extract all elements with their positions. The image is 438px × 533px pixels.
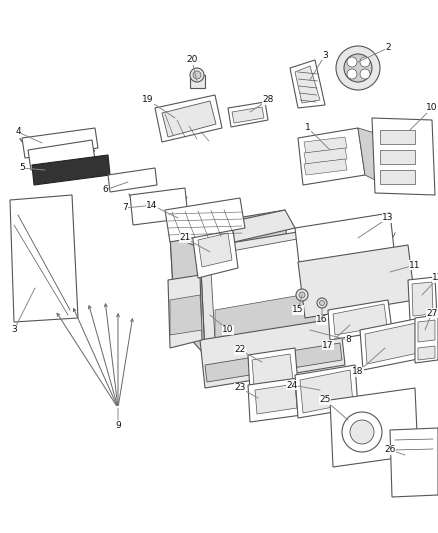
Circle shape	[344, 54, 372, 82]
Polygon shape	[333, 304, 387, 335]
Polygon shape	[190, 75, 205, 88]
Polygon shape	[304, 159, 347, 175]
Text: 28: 28	[250, 95, 274, 112]
Text: 16: 16	[316, 308, 328, 325]
Circle shape	[342, 412, 382, 452]
Circle shape	[319, 301, 325, 305]
Text: 1: 1	[305, 124, 330, 150]
Polygon shape	[360, 318, 423, 370]
Polygon shape	[32, 155, 110, 185]
Polygon shape	[412, 282, 433, 316]
Polygon shape	[372, 118, 435, 195]
Polygon shape	[365, 323, 418, 364]
Polygon shape	[418, 346, 435, 360]
Text: 9: 9	[115, 408, 121, 430]
Polygon shape	[225, 210, 290, 308]
Text: 4: 4	[15, 127, 42, 143]
Text: 3: 3	[11, 288, 35, 335]
Polygon shape	[328, 300, 392, 340]
Text: 23: 23	[234, 384, 258, 398]
Circle shape	[350, 420, 374, 444]
Circle shape	[360, 57, 370, 67]
Text: 17: 17	[322, 325, 350, 350]
Text: 10: 10	[210, 315, 234, 335]
Text: 26: 26	[384, 446, 405, 455]
Polygon shape	[380, 150, 415, 164]
Text: 14: 14	[146, 200, 178, 218]
Polygon shape	[248, 348, 298, 392]
Polygon shape	[162, 101, 216, 137]
Polygon shape	[170, 210, 295, 255]
Polygon shape	[108, 168, 157, 192]
Text: 11: 11	[390, 261, 421, 272]
Polygon shape	[170, 220, 232, 322]
Polygon shape	[155, 95, 222, 142]
Text: 6: 6	[102, 182, 128, 195]
Polygon shape	[200, 225, 348, 355]
Polygon shape	[408, 277, 437, 320]
Circle shape	[296, 289, 308, 301]
Text: 27: 27	[425, 309, 438, 330]
Circle shape	[317, 298, 327, 308]
Polygon shape	[290, 60, 325, 108]
Polygon shape	[198, 233, 232, 267]
Circle shape	[193, 71, 201, 79]
Polygon shape	[248, 378, 302, 422]
Text: 7: 7	[122, 204, 155, 213]
Polygon shape	[390, 428, 438, 497]
Polygon shape	[330, 388, 418, 467]
Polygon shape	[168, 275, 202, 348]
Polygon shape	[358, 128, 375, 180]
Polygon shape	[255, 384, 297, 414]
Polygon shape	[170, 295, 202, 335]
Polygon shape	[215, 290, 337, 340]
Polygon shape	[295, 365, 358, 418]
Polygon shape	[415, 315, 438, 363]
Polygon shape	[252, 354, 293, 386]
Polygon shape	[304, 137, 347, 153]
Circle shape	[360, 69, 370, 79]
Text: 2: 2	[358, 44, 391, 62]
Polygon shape	[165, 198, 245, 242]
Polygon shape	[380, 130, 415, 144]
Polygon shape	[304, 148, 347, 164]
Polygon shape	[28, 140, 95, 170]
Polygon shape	[295, 66, 320, 103]
Polygon shape	[10, 195, 78, 322]
Polygon shape	[130, 188, 188, 225]
Text: 19: 19	[142, 95, 175, 118]
Polygon shape	[200, 318, 345, 388]
Text: 10: 10	[410, 103, 438, 130]
Text: 15: 15	[292, 295, 304, 314]
Polygon shape	[22, 128, 98, 158]
Polygon shape	[418, 320, 435, 342]
Circle shape	[336, 46, 380, 90]
Text: 5: 5	[19, 164, 45, 173]
Polygon shape	[192, 222, 238, 278]
Text: 25: 25	[319, 395, 348, 420]
Text: 12: 12	[422, 273, 438, 295]
Polygon shape	[210, 233, 337, 340]
Text: 3: 3	[310, 51, 328, 80]
Polygon shape	[232, 107, 264, 123]
Text: 21: 21	[179, 233, 210, 252]
Text: 13: 13	[358, 214, 394, 238]
Polygon shape	[300, 370, 353, 413]
Polygon shape	[380, 170, 415, 184]
Polygon shape	[295, 213, 395, 272]
Polygon shape	[298, 245, 415, 318]
Polygon shape	[228, 102, 268, 127]
Circle shape	[299, 292, 305, 298]
Text: 24: 24	[286, 381, 320, 390]
Polygon shape	[205, 343, 342, 382]
Text: 22: 22	[234, 345, 262, 362]
Circle shape	[347, 69, 357, 79]
Circle shape	[347, 57, 357, 67]
Text: 18: 18	[352, 348, 385, 376]
Circle shape	[190, 68, 204, 82]
Polygon shape	[298, 128, 365, 185]
Text: 8: 8	[310, 330, 351, 344]
Polygon shape	[170, 235, 205, 355]
Text: 20: 20	[186, 55, 198, 82]
